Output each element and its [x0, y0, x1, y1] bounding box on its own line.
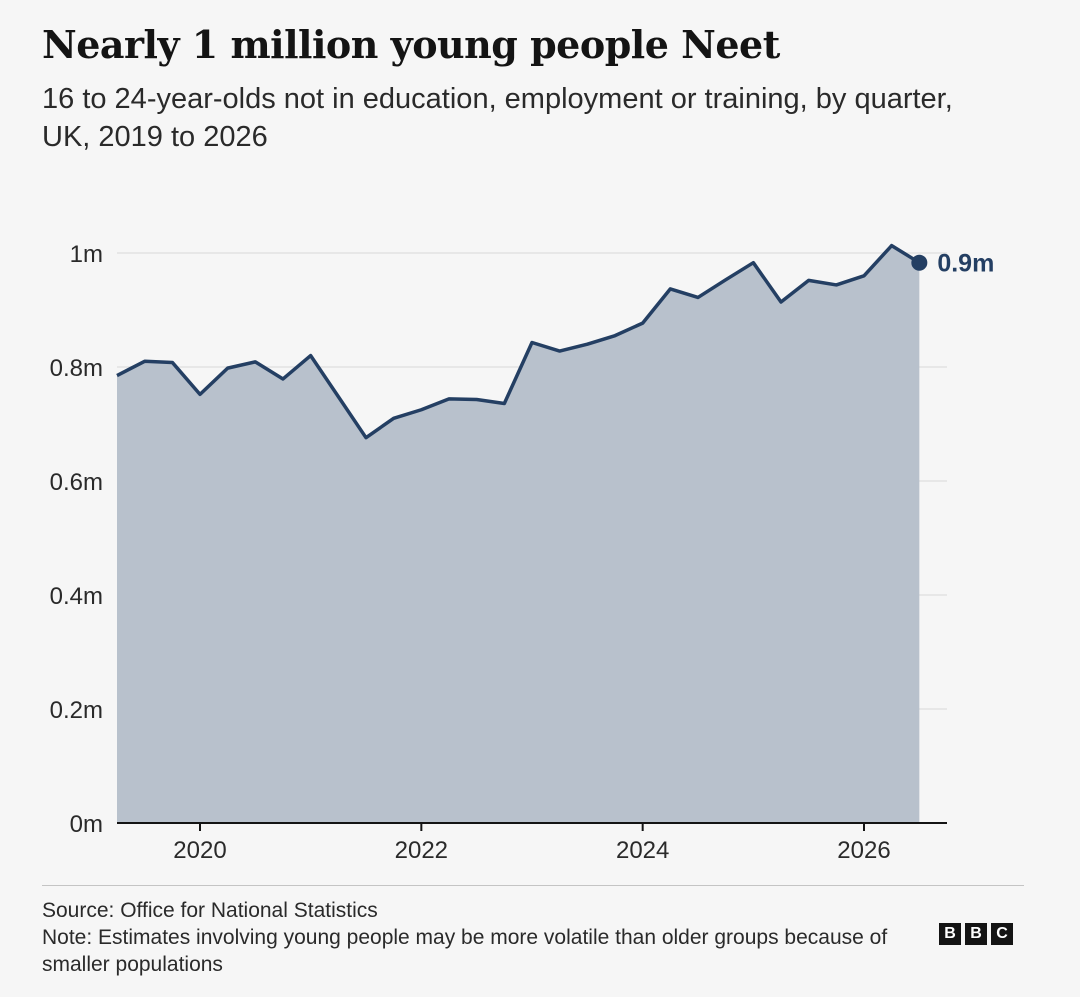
y-tick-label: 1m [70, 241, 103, 268]
bbc-logo-letter: B [939, 923, 961, 945]
x-tick-label: 2026 [837, 837, 890, 864]
y-tick-label: 0.4m [50, 583, 103, 610]
footer: Source: Office for National Statistics N… [42, 897, 922, 978]
y-tick-label: 0.8m [50, 355, 103, 382]
y-tick-label: 0m [70, 811, 103, 838]
chart-subtitle: 16 to 24-year-olds not in education, emp… [42, 83, 953, 153]
bbc-logo: B B C [939, 923, 1013, 945]
neet-area-chart: 0m 0.2m 0.4m 0.6m 0.8m 1m 2020 2022 2024 2026 0.9m [50, 241, 995, 864]
note-text: Note: Estimates involving young people m… [42, 926, 888, 976]
x-tick-label: 2022 [395, 837, 448, 864]
bbc-logo-letter: C [991, 923, 1013, 945]
series-area [117, 245, 920, 824]
y-tick-label: 0.2m [50, 697, 103, 724]
chart-title: Nearly 1 million young people Neet [42, 22, 780, 67]
x-tick-label: 2020 [173, 837, 226, 864]
bbc-logo-letter: B [965, 923, 987, 945]
end-point-marker [911, 254, 928, 271]
end-value-label: 0.9m [937, 250, 994, 278]
x-tick-label: 2024 [616, 837, 669, 864]
source-text: Source: Office for National Statistics [42, 899, 378, 922]
footer-divider [42, 885, 1024, 886]
series-line [116, 243, 921, 440]
y-tick-label: 0.6m [50, 469, 103, 496]
